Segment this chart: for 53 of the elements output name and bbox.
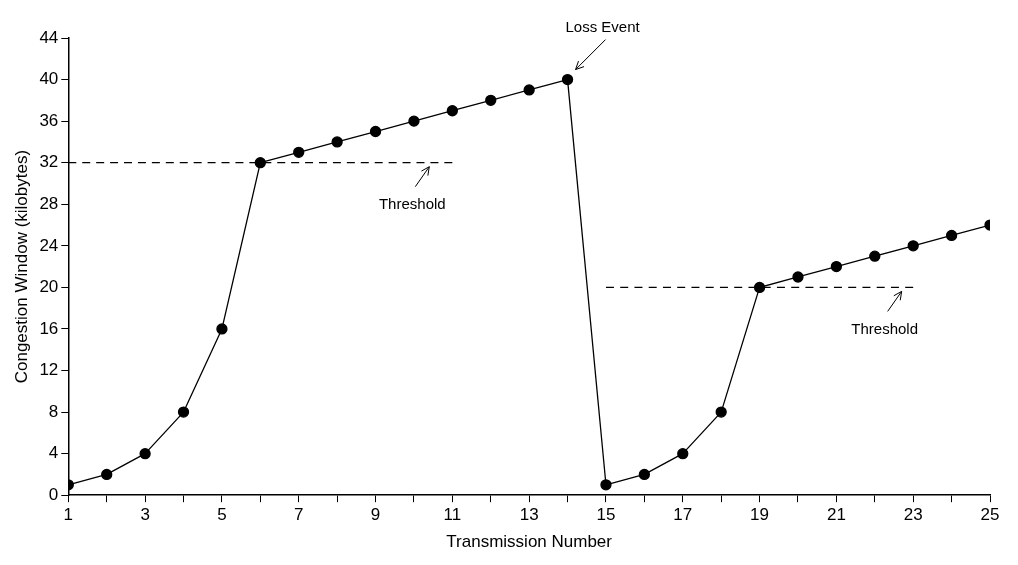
point <box>139 447 151 460</box>
point <box>254 157 266 169</box>
point <box>753 281 766 294</box>
y-tick-label: 40 <box>39 69 59 89</box>
y-tick-label: 28 <box>39 193 59 213</box>
point <box>677 447 689 460</box>
y-tick-label: 12 <box>39 360 59 380</box>
x-tick-label: 23 <box>903 505 923 525</box>
point <box>792 271 804 283</box>
point <box>101 468 113 481</box>
x-axis-title: Transmission Number <box>446 532 613 552</box>
x-tick-label: 9 <box>370 505 381 525</box>
point <box>177 406 190 418</box>
y-tick-label: 4 <box>48 443 59 463</box>
annotation: Threshold <box>851 319 919 337</box>
point <box>907 240 919 252</box>
y-tick-label: 16 <box>39 318 59 338</box>
x-tick-label: 7 <box>294 505 304 525</box>
point <box>408 115 420 127</box>
point <box>485 94 497 106</box>
point <box>369 125 382 138</box>
x-tick-label: 11 <box>443 505 462 525</box>
point <box>331 136 343 148</box>
point <box>523 84 535 96</box>
x-tick-label: 1 <box>63 505 74 525</box>
y-tick-label: 32 <box>39 152 59 172</box>
point <box>600 479 612 491</box>
y-tick-label: 24 <box>39 235 59 255</box>
y-tick-label: 36 <box>39 110 59 130</box>
point <box>945 229 958 242</box>
x-tick-label: 15 <box>596 505 616 525</box>
point <box>293 146 305 158</box>
y-axis-title: Congestion Window (kilobytes) <box>11 149 31 384</box>
point <box>715 406 727 418</box>
annotation: Loss Event <box>565 17 641 35</box>
x-tick-label: 13 <box>519 505 539 525</box>
y-tick-label: 44 <box>39 27 59 47</box>
point <box>638 468 651 481</box>
x-tick-label: 25 <box>980 505 1000 525</box>
x-tick-label: 5 <box>217 505 227 525</box>
point <box>446 105 458 117</box>
y-tick-label: 0 <box>48 484 59 504</box>
y-tick-label: 20 <box>39 277 59 297</box>
annotation: Threshold <box>378 194 446 212</box>
x-tick-label: 21 <box>826 505 846 525</box>
x-tick-label: 19 <box>750 505 770 525</box>
point <box>869 250 881 262</box>
point <box>561 73 574 86</box>
y-tick-label: 8 <box>48 401 59 421</box>
x-tick-label: 3 <box>140 505 150 525</box>
point <box>830 260 843 273</box>
x-tick-label: 17 <box>673 505 693 525</box>
point <box>216 323 228 335</box>
